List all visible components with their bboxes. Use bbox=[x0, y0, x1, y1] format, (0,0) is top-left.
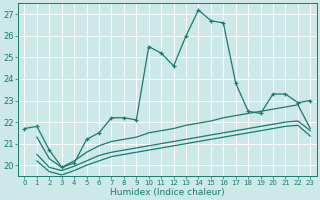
X-axis label: Humidex (Indice chaleur): Humidex (Indice chaleur) bbox=[110, 188, 225, 197]
